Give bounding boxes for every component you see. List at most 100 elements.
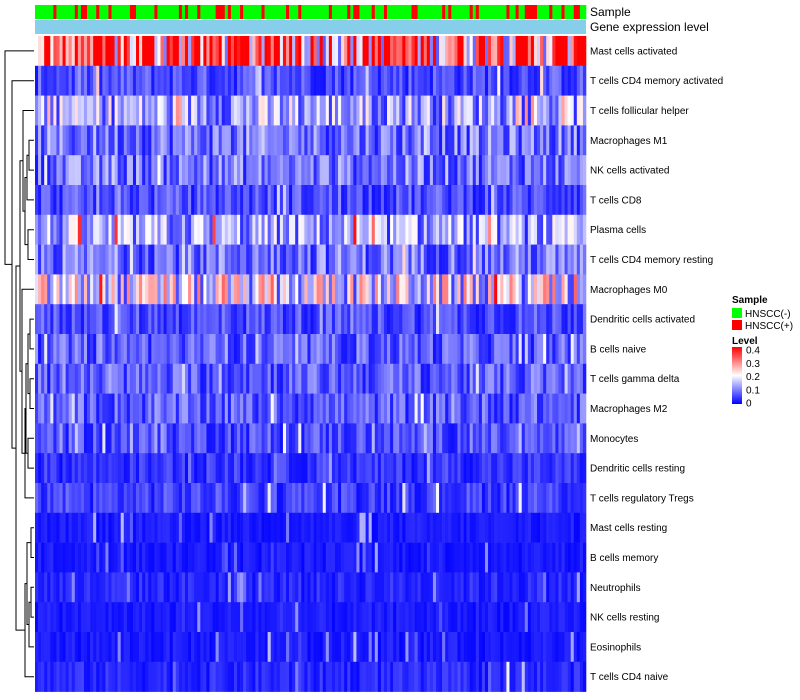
heatmap-cell — [408, 214, 412, 245]
heatmap-cell — [460, 185, 464, 216]
heatmap-cell — [414, 572, 418, 603]
heatmap-cell — [145, 36, 149, 67]
heatmap-cell — [564, 155, 568, 186]
heatmap-cell — [298, 632, 302, 663]
heatmap-cell — [258, 304, 262, 335]
heatmap-cell — [383, 274, 388, 305]
heatmap-cell — [411, 393, 415, 424]
heatmap-cell — [289, 36, 293, 67]
heatmap-cell — [35, 36, 39, 67]
heatmap-cell — [365, 244, 369, 275]
heatmap-cell — [56, 393, 60, 424]
heatmap-cell — [512, 214, 516, 245]
heatmap-cell — [255, 274, 259, 305]
heatmap-cell — [451, 572, 455, 603]
heatmap-cell — [457, 602, 461, 633]
heatmap-cell — [411, 453, 415, 484]
heatmap-cell — [243, 125, 247, 156]
heatmap-cell — [87, 393, 91, 424]
heatmap-cell — [362, 363, 366, 394]
heatmap-cell — [387, 244, 391, 275]
heatmap-cell — [286, 483, 290, 514]
heatmap-cell — [399, 95, 403, 126]
heatmap-cell — [184, 572, 189, 603]
heatmap-cell — [114, 542, 118, 573]
heatmap-cell — [123, 632, 128, 663]
heatmap-cell — [289, 274, 293, 305]
heatmap-cell — [181, 483, 186, 514]
heatmap-cell — [429, 185, 434, 216]
heatmap-cell — [310, 542, 314, 573]
heatmap-cell — [582, 244, 587, 275]
heatmap-cell — [218, 453, 223, 484]
heatmap-cell — [543, 214, 547, 245]
heatmap-cell — [255, 602, 259, 633]
heatmap-cell — [258, 632, 262, 663]
heatmap-cell — [488, 363, 492, 394]
heatmap-cell — [399, 483, 403, 514]
heatmap-cell — [99, 185, 103, 216]
heatmap-cell — [264, 214, 268, 245]
heatmap-cell — [117, 125, 122, 156]
heatmap-cell — [227, 512, 232, 543]
heatmap-cell — [191, 304, 195, 335]
heatmap-cell — [276, 393, 281, 424]
heatmap-cell — [533, 363, 538, 394]
heatmap-cell — [68, 512, 73, 543]
heatmap-cell — [442, 65, 446, 96]
heatmap-cell — [304, 185, 308, 216]
heatmap-cell — [454, 95, 458, 126]
heatmap-cell — [488, 36, 492, 67]
heatmap-cell — [267, 304, 272, 335]
heatmap-cell — [417, 363, 421, 394]
sample-annotation-cell — [411, 5, 415, 19]
heatmap-cell — [145, 65, 149, 96]
heatmap-cell — [184, 393, 189, 424]
heatmap-cell — [445, 274, 449, 305]
heatmap-cell — [546, 65, 550, 96]
heatmap-cell — [338, 155, 342, 186]
heatmap-cell — [582, 423, 587, 454]
heatmap-cell — [126, 304, 131, 335]
sample-annotation-cell — [151, 5, 155, 19]
heatmap-cell — [362, 185, 366, 216]
heatmap-cell — [567, 274, 571, 305]
heatmap-cell — [246, 36, 250, 67]
heatmap-cell — [218, 65, 223, 96]
heatmap-cell — [151, 244, 155, 275]
heatmap-cell — [96, 423, 100, 454]
heatmap-cell — [191, 453, 195, 484]
heatmap-cell — [555, 65, 559, 96]
heatmap-cell — [466, 155, 470, 186]
heatmap-cell — [478, 125, 483, 156]
heatmap-cell — [44, 36, 48, 67]
heatmap-cell — [258, 512, 262, 543]
heatmap-cell — [460, 661, 464, 692]
heatmap-cell — [387, 304, 391, 335]
heatmap-cell — [445, 632, 449, 663]
heatmap-cell — [44, 185, 48, 216]
heatmap-cell — [224, 483, 229, 514]
heatmap-cell — [120, 185, 125, 216]
heatmap-cell — [527, 632, 532, 663]
heatmap-cell — [420, 363, 425, 394]
heatmap-cell — [258, 36, 262, 67]
heatmap-cell — [543, 274, 547, 305]
heatmap-cell — [396, 632, 400, 663]
heatmap-cell — [497, 244, 501, 275]
heatmap-cell — [472, 244, 477, 275]
heatmap-cell — [457, 65, 461, 96]
heatmap-cell — [209, 512, 213, 543]
heatmap-cell — [319, 185, 324, 216]
heatmap-cell — [289, 125, 293, 156]
heatmap-cell — [362, 214, 366, 245]
heatmap-cell — [258, 125, 262, 156]
heatmap-cell — [221, 363, 226, 394]
heatmap-cell — [567, 36, 571, 67]
heatmap-cell — [123, 602, 128, 633]
heatmap-cell — [166, 632, 170, 663]
heatmap-cell — [96, 304, 100, 335]
heatmap-cell — [530, 393, 535, 424]
heatmap-cell — [429, 602, 434, 633]
heatmap-cell — [325, 453, 330, 484]
